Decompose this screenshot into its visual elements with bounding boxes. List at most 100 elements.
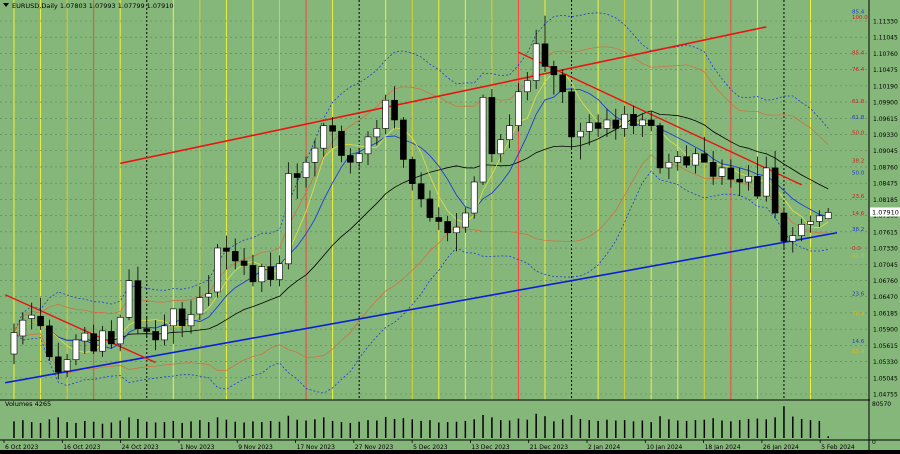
- candle-body: [585, 122, 593, 132]
- candle-body: [373, 128, 381, 138]
- date-tick-label: 1 Nov 2023: [180, 444, 215, 450]
- fib-level-label: 76.4: [852, 67, 865, 73]
- candle-body: [762, 167, 770, 197]
- price-tick-label: 1.08760: [873, 164, 898, 171]
- price-tick-label: 1.09330: [873, 132, 898, 139]
- fib-level-label: 85.4: [852, 50, 865, 56]
- fib-level-label: 61.8: [852, 99, 865, 105]
- trend-lines: [4, 26, 838, 384]
- price-tick-label: 1.05045: [873, 375, 898, 382]
- date-tick-label: 16 Oct 2023: [63, 444, 100, 450]
- fib-level-label: 85.4: [852, 349, 865, 355]
- candle-body: [674, 156, 682, 163]
- price-tick-label: 1.06185: [873, 310, 898, 317]
- price-tick-label: 1.10475: [873, 67, 898, 74]
- date-tick-label: 6 Oct 2023: [5, 444, 38, 450]
- date-tick-label: 2 Jan 2024: [588, 444, 620, 450]
- symbol-ohlc-text: EURUSD,Daily 1.07803 1.07993 1.07799 1.0…: [12, 2, 174, 10]
- lower-band-outer: [13, 170, 829, 394]
- date-tick-label: 24 Oct 2023: [122, 444, 159, 450]
- candle-body: [816, 215, 823, 222]
- candle-body: [240, 260, 248, 266]
- candle-body: [320, 125, 328, 149]
- price-tick-label: 1.11045: [873, 35, 898, 42]
- candle-body: [63, 359, 71, 372]
- candle-body: [10, 332, 18, 355]
- price-tick-label: 1.07615: [873, 229, 898, 236]
- candle-body: [152, 331, 159, 341]
- candle-body: [479, 97, 487, 183]
- candle-body: [143, 328, 151, 332]
- candle-body: [99, 330, 106, 352]
- price-tick-label: 1.09045: [873, 148, 898, 155]
- fib-level-label: 50.0: [852, 130, 865, 136]
- price-tick-label: 1.07900: [873, 213, 898, 220]
- candle-body: [196, 297, 204, 315]
- volume-axis-max: 80570: [872, 401, 891, 408]
- candle-body: [417, 183, 425, 200]
- candle-body: [515, 91, 522, 126]
- candle-body: [647, 119, 655, 126]
- candle-body: [134, 280, 142, 329]
- candle-body: [462, 212, 469, 228]
- candle-body: [470, 181, 478, 214]
- fib-level-label: 50.0: [852, 170, 865, 176]
- candle-body: [276, 263, 283, 280]
- candle-body: [223, 247, 230, 252]
- candle-body: [364, 136, 372, 155]
- candle-body: [54, 356, 62, 373]
- candle-body: [391, 99, 398, 121]
- candle-body: [302, 161, 310, 178]
- volume-label: Volumes 4265: [5, 400, 51, 408]
- candle-body: [621, 114, 628, 129]
- upper-band-inner: [13, 46, 829, 333]
- candle-body: [692, 153, 699, 166]
- lower-band-inner: [13, 154, 829, 374]
- candle-body: [577, 130, 584, 138]
- fib-level-label: 23.6: [852, 194, 865, 200]
- candle-body: [807, 221, 814, 225]
- candle-body: [639, 119, 646, 126]
- candle-body: [736, 178, 744, 183]
- candle-body: [178, 308, 186, 327]
- candle-body: [426, 198, 434, 218]
- date-tick-label: 27 Nov 2023: [355, 444, 394, 450]
- fib-level-label: 61.8: [852, 115, 865, 121]
- candle-body: [205, 293, 212, 298]
- candle-body: [718, 167, 726, 177]
- candle-body: [408, 159, 416, 184]
- candle-body: [612, 119, 620, 129]
- price-tick-label: 1.08185: [873, 197, 898, 204]
- date-tick-label: 17 Nov 2023: [297, 444, 336, 450]
- fib-level-label: 76.4: [852, 311, 865, 317]
- fib-level-label: 14.6: [852, 339, 865, 345]
- candle-body: [506, 125, 513, 141]
- price-tick-label: 1.05615: [873, 343, 898, 350]
- date-tick-label: 21 Dec 2023: [530, 444, 569, 450]
- date-tick-label: 5 Dec 2023: [413, 444, 448, 450]
- candle-body: [37, 315, 44, 327]
- candle-body: [780, 212, 788, 242]
- candle-body: [400, 119, 407, 160]
- fib-level-label: 14.6: [852, 211, 865, 217]
- price-tick-label: 1.07045: [873, 262, 898, 269]
- upper-band-outer: [13, 12, 829, 333]
- candle-body: [532, 43, 540, 81]
- candle-body: [187, 314, 195, 327]
- date-tick-label: 18 Jan 2024: [705, 444, 741, 450]
- candle-body: [754, 176, 761, 197]
- candle-body: [338, 130, 345, 156]
- candle-body: [550, 66, 558, 76]
- fib-level-label: 38.2: [852, 159, 864, 165]
- candle-body: [745, 176, 752, 183]
- collapse-triangle-icon[interactable]: [3, 3, 9, 7]
- candle-body: [497, 139, 505, 155]
- candle-body: [603, 119, 611, 129]
- candle-body: [700, 153, 708, 163]
- candle-body: [824, 212, 832, 219]
- candle-body: [90, 333, 97, 352]
- candle-body: [771, 167, 779, 214]
- current-price-box: [870, 207, 900, 217]
